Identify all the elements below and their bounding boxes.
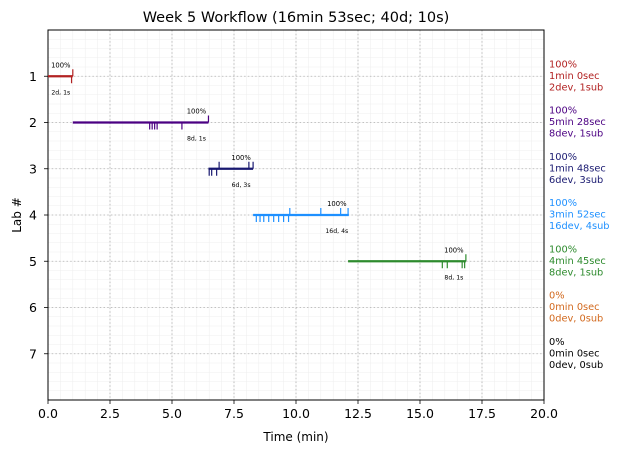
lab-summary-text: 0dev, 0sub bbox=[549, 314, 603, 325]
lab-summary-text: 1min 48sec bbox=[549, 163, 606, 174]
x-tick-label: 10.0 bbox=[282, 406, 310, 421]
lab-summary-text: 0% bbox=[549, 291, 565, 302]
lab-percent-label: 100% bbox=[327, 200, 347, 208]
lab-summary-text: 2dev, 1sub bbox=[549, 82, 603, 93]
x-tick-label: 15.0 bbox=[406, 406, 434, 421]
lab-summary-text: 16dev, 4sub bbox=[549, 221, 610, 232]
lab-summary-text: 100% bbox=[549, 59, 577, 70]
x-tick-label: 2.5 bbox=[100, 406, 120, 421]
lab-summary-text: 8dev, 1sub bbox=[549, 267, 603, 278]
lab-summary-text: 8dev, 1sub bbox=[549, 129, 603, 140]
lab-summary-text: 0dev, 0sub bbox=[549, 360, 603, 371]
lab-summary-text: 5min 28sec bbox=[549, 117, 606, 128]
lab-counts-label: 8d, 1s bbox=[444, 274, 463, 281]
x-axis-label: Time (min) bbox=[262, 430, 328, 444]
lab-percent-label: 100% bbox=[51, 61, 71, 69]
lab-summary-text: 0% bbox=[549, 337, 565, 348]
lab-percent-label: 100% bbox=[231, 154, 251, 162]
x-tick-label: 12.5 bbox=[344, 406, 372, 421]
lab-summary-text: 0min 0sec bbox=[549, 348, 600, 359]
y-tick-label: 5 bbox=[29, 254, 37, 269]
x-tick-label: 17.5 bbox=[468, 406, 496, 421]
lab-summary-text: 1min 0sec bbox=[549, 71, 600, 82]
lab-percent-label: 100% bbox=[444, 246, 464, 254]
lab-percent-label: 100% bbox=[187, 108, 207, 116]
lab-summary-text: 6dev, 3sub bbox=[549, 175, 603, 186]
lab-summary-text: 4min 45sec bbox=[549, 256, 606, 267]
y-tick-label: 1 bbox=[29, 69, 37, 84]
lab-summary-text: 100% bbox=[549, 106, 577, 117]
lab-summary-text: 100% bbox=[549, 152, 577, 163]
lab-counts-label: 8d, 1s bbox=[187, 136, 206, 143]
lab-summary-text: 100% bbox=[549, 198, 577, 209]
y-tick-label: 2 bbox=[29, 115, 37, 130]
x-tick-label: 5.0 bbox=[162, 406, 182, 421]
lab-counts-label: 16d, 4s bbox=[325, 228, 348, 235]
x-tick-label: 20.0 bbox=[530, 406, 558, 421]
y-tick-label: 6 bbox=[29, 300, 37, 315]
y-tick-label: 7 bbox=[29, 346, 37, 361]
chart-title: Week 5 Workflow (16min 53sec; 40d; 10s) bbox=[143, 10, 450, 26]
y-tick-label: 4 bbox=[29, 208, 37, 223]
y-axis-label: Lab # bbox=[10, 197, 24, 233]
x-tick-label: 0.0 bbox=[38, 406, 58, 421]
lab-summary-text: 3min 52sec bbox=[549, 210, 606, 221]
lab-summary-text: 0min 0sec bbox=[549, 302, 600, 313]
lab-summary-text: 100% bbox=[549, 244, 577, 255]
x-tick-label: 7.5 bbox=[224, 406, 244, 421]
lab-counts-label: 6d, 3s bbox=[232, 182, 251, 189]
y-tick-label: 3 bbox=[29, 161, 37, 176]
lab-counts-label: 2d, 1s bbox=[51, 89, 70, 96]
